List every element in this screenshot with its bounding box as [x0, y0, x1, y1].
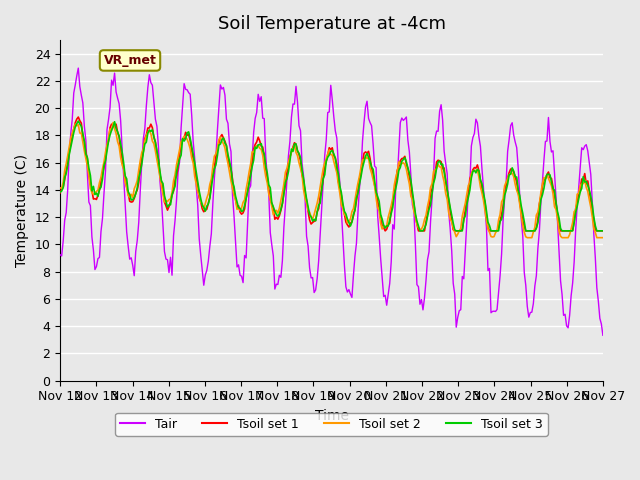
- X-axis label: Time: Time: [314, 409, 349, 423]
- Y-axis label: Temperature (C): Temperature (C): [15, 154, 29, 267]
- Legend: Tair, Tsoil set 1, Tsoil set 2, Tsoil set 3: Tair, Tsoil set 1, Tsoil set 2, Tsoil se…: [115, 413, 548, 436]
- Title: Soil Temperature at -4cm: Soil Temperature at -4cm: [218, 15, 445, 33]
- Text: VR_met: VR_met: [104, 54, 156, 67]
